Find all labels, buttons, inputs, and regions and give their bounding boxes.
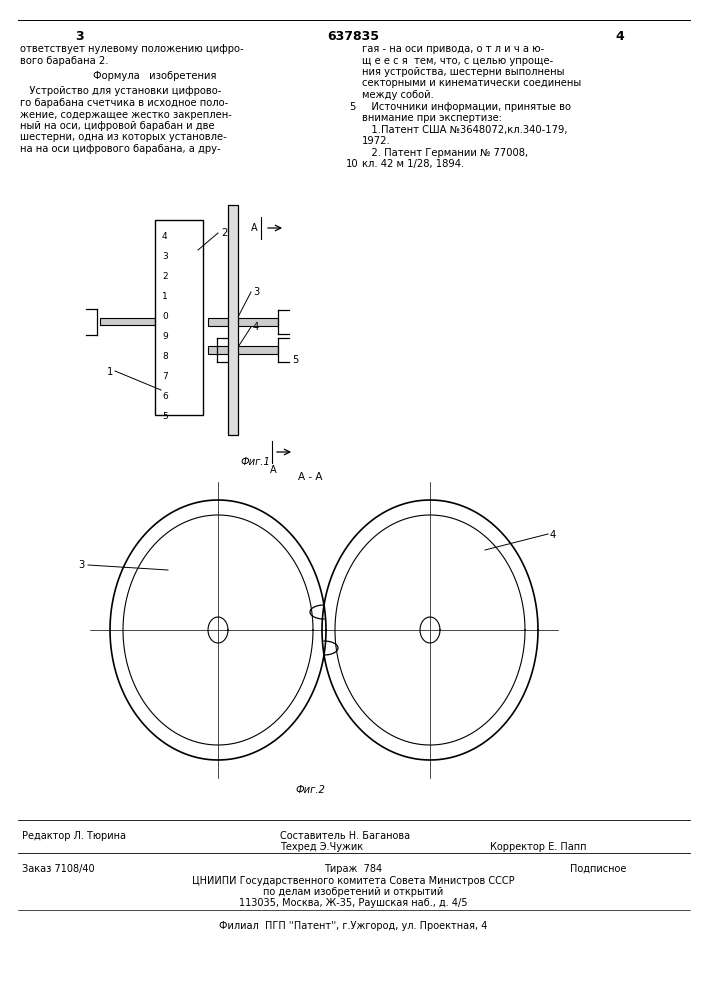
Text: 3: 3 (162, 252, 168, 261)
Text: 3: 3 (76, 30, 84, 43)
Text: 2: 2 (162, 272, 168, 281)
Text: Источники информации, принятые во: Источники информации, принятые во (362, 102, 571, 111)
Text: секторными и кинематически соединены: секторными и кинематически соединены (362, 79, 581, 89)
Text: 1: 1 (162, 292, 168, 301)
Text: щ е е с я  тем, что, с целью упроще-: щ е е с я тем, что, с целью упроще- (362, 55, 554, 66)
Bar (208, 346, 278, 354)
Bar (155, 220, 203, 415)
Text: 4: 4 (253, 322, 259, 332)
Bar (228, 205, 238, 435)
Text: 5: 5 (162, 412, 168, 421)
Text: жение, содержащее жестко закреплен-: жение, содержащее жестко закреплен- (20, 109, 232, 119)
Text: 1.Патент США №3648072,кл.340-179,: 1.Патент США №3648072,кл.340-179, (362, 124, 568, 134)
Text: 9: 9 (162, 332, 168, 341)
Text: Составитель Н. Баганова: Составитель Н. Баганова (280, 831, 410, 841)
Bar (208, 318, 278, 326)
Text: 637835: 637835 (327, 30, 379, 43)
Text: Тираж  784: Тираж 784 (324, 864, 382, 874)
Text: A: A (251, 223, 257, 233)
Text: 1: 1 (107, 367, 113, 377)
Text: A: A (270, 465, 276, 475)
Text: 6: 6 (162, 392, 168, 401)
Text: 5: 5 (349, 102, 355, 111)
Text: Техред Э.Чужик: Техред Э.Чужик (280, 842, 363, 852)
Text: 113035, Москва, Ж-35, Раушская наб., д. 4/5: 113035, Москва, Ж-35, Раушская наб., д. … (239, 898, 467, 908)
Text: Филиал  ПГП ''Патент'', г.Ужгород, ул. Проектная, 4: Филиал ПГП ''Патент'', г.Ужгород, ул. Пр… (218, 921, 487, 931)
Text: 4: 4 (550, 530, 556, 540)
Bar (100, 318, 155, 325)
Text: Формула   изобретения: Формула изобретения (93, 71, 217, 81)
Text: А - А: А - А (298, 472, 322, 482)
Text: 10: 10 (346, 159, 358, 169)
Text: вого барабана 2.: вого барабана 2. (20, 55, 108, 66)
Text: Корректор Е. Папп: Корректор Е. Папп (490, 842, 587, 852)
Text: Заказ 7108/40: Заказ 7108/40 (22, 864, 95, 874)
Text: по делам изобретений и открытий: по делам изобретений и открытий (263, 887, 443, 897)
Text: 3: 3 (78, 560, 84, 570)
Text: ответствует нулевому положению цифро-: ответствует нулевому положению цифро- (20, 44, 244, 54)
Text: Подписное: Подписное (570, 864, 626, 874)
Text: ЦНИИПИ Государственного комитета Совета Министров СССР: ЦНИИПИ Государственного комитета Совета … (192, 876, 514, 886)
Text: гая - на оси привода, о т л и ч а ю-: гая - на оси привода, о т л и ч а ю- (362, 44, 544, 54)
Text: 5: 5 (292, 355, 298, 365)
Text: 4: 4 (162, 232, 168, 241)
Text: на на оси цифрового барабана, а дру-: на на оси цифрового барабана, а дру- (20, 144, 221, 154)
Text: 1972.: 1972. (362, 136, 391, 146)
Text: Устройство для установки цифрово-: Устройство для установки цифрово- (20, 87, 221, 97)
Text: шестерни, одна из которых установле-: шестерни, одна из которых установле- (20, 132, 227, 142)
Text: 8: 8 (162, 352, 168, 361)
Text: 7: 7 (162, 372, 168, 381)
Text: го барабана счетчика в исходное поло-: го барабана счетчика в исходное поло- (20, 98, 228, 108)
Text: 4: 4 (616, 30, 624, 43)
Text: внимание при экспертизе:: внимание при экспертизе: (362, 113, 502, 123)
Text: кл. 42 м 1/28, 1894.: кл. 42 м 1/28, 1894. (362, 159, 464, 169)
Text: ный на оси, цифровой барабан и две: ный на оси, цифровой барабан и две (20, 121, 215, 131)
Text: 3: 3 (253, 287, 259, 297)
Text: Редактор Л. Тюрина: Редактор Л. Тюрина (22, 831, 126, 841)
Text: 2: 2 (221, 228, 228, 238)
Text: Фиг.1: Фиг.1 (240, 457, 270, 467)
Text: ния устройства, шестерни выполнены: ния устройства, шестерни выполнены (362, 67, 564, 77)
Text: 0: 0 (162, 312, 168, 321)
Text: 2. Патент Германии № 77008,: 2. Патент Германии № 77008, (362, 147, 528, 157)
Text: между собой.: между собой. (362, 90, 434, 100)
Text: Фиг.2: Фиг.2 (295, 785, 325, 795)
